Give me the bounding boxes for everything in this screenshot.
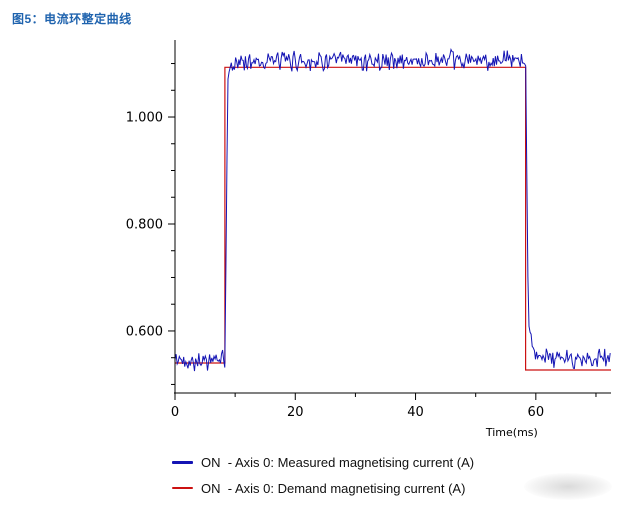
chart-legend: ON - Axis 0: Measured magnetising curren… xyxy=(172,449,474,501)
watermark-smudge xyxy=(524,473,612,500)
svg-text:Time(ms): Time(ms) xyxy=(485,426,538,439)
series-line-swatch-measured xyxy=(172,460,193,464)
legend-item-demand: ON - Axis 0: Demand magnetising current … xyxy=(172,475,474,501)
legend-label-measured: ON - Axis 0: Measured magnetising curren… xyxy=(201,454,475,470)
legend-label-demand: ON - Axis 0: Demand magnetising current … xyxy=(201,480,466,496)
figure-caption: 图5：电流环整定曲线 xyxy=(12,12,132,26)
chart-plot: 1.000 0.800 0.600 0 20 40 60 Time(ms) xyxy=(126,40,611,439)
svg-text:0: 0 xyxy=(171,405,179,420)
svg-text:0.600: 0.600 xyxy=(126,324,163,339)
svg-text:40: 40 xyxy=(407,405,424,420)
legend-item-measured: ON - Axis 0: Measured magnetising curren… xyxy=(172,449,474,475)
series-line-swatch-demand xyxy=(172,487,193,489)
svg-text:1.000: 1.000 xyxy=(126,111,163,126)
svg-text:0.800: 0.800 xyxy=(126,217,163,232)
svg-text:20: 20 xyxy=(287,405,304,420)
svg-text:60: 60 xyxy=(528,405,545,420)
